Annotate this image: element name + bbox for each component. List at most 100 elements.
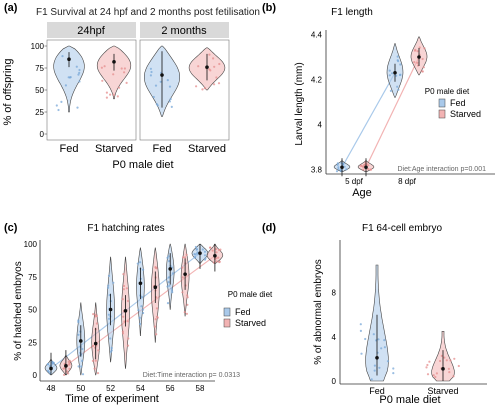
violin-a-3-point xyxy=(197,65,200,68)
chart-title-c: F1 hatching rates xyxy=(87,223,164,234)
violin-b-0-1-point xyxy=(389,89,392,92)
violin-c-0-3-point xyxy=(136,262,139,265)
x-tick-label-a: Fed xyxy=(153,143,172,155)
violin-c-0-2-point xyxy=(107,284,110,287)
violin-c-0-1-point xyxy=(81,373,85,376)
violin-c-1-1-point xyxy=(97,349,100,352)
violin-d-1-point xyxy=(426,373,430,376)
violin-c-0-3-point xyxy=(139,261,142,264)
violin-a-3-point xyxy=(215,76,218,79)
x-tick-label-a: Fed xyxy=(60,143,79,155)
x-axis-label-b: Age xyxy=(352,187,372,199)
violin-a-0-point xyxy=(64,84,67,87)
panel-b: (b) F1 length 3.8 4 4.2 4.4 5 dpf 8 dpf Age L… xyxy=(262,2,495,199)
violin-c-1-5-point xyxy=(219,248,222,251)
violin-c-1-1-point xyxy=(96,372,100,375)
y-axis-label-a: % of offspring xyxy=(2,58,14,125)
panel-c: (c) F1 hatching rates 0 25 50 75 100 48 50 52 54… xyxy=(4,222,273,405)
y-axis-label-c: % of hatched embryos xyxy=(13,261,24,361)
y-tick-label-d: 0 xyxy=(332,377,337,386)
violin-c-0-2-point xyxy=(110,349,113,352)
violin-a-1-point xyxy=(123,67,126,70)
violin-c-0-1-point xyxy=(77,365,80,368)
legend-swatch-b-starved xyxy=(438,109,446,119)
violin-c-1-4-point xyxy=(186,294,189,297)
violin-c-0-3-point xyxy=(142,268,145,271)
x-tick-label-a: Starved xyxy=(188,143,226,155)
x-axis-label-a: P0 male diet xyxy=(112,159,173,171)
violin-a-2-median xyxy=(160,73,164,77)
violin-a-0-point xyxy=(76,106,79,109)
violin-b-1-0-point xyxy=(367,167,370,171)
violin-b-0-0-point xyxy=(341,163,345,166)
violin-b-0-1-point xyxy=(396,85,399,88)
violin-c-0-2-point xyxy=(109,337,112,340)
violin-d-1-point xyxy=(440,354,443,357)
violin-a-1-violin xyxy=(96,45,132,100)
violin-c-0-4-point xyxy=(168,284,171,287)
violin-c-0-3-point xyxy=(141,308,145,311)
violin-b-1-1-point xyxy=(414,48,417,51)
violin-c-1-3-point xyxy=(154,266,157,269)
chart-title-d: F1 64-cell embryo xyxy=(362,223,442,234)
x-axis-label-c: Time of experiment xyxy=(65,393,159,405)
violin-a-0-violin xyxy=(53,45,85,113)
violin-c-1-2-point xyxy=(122,284,126,288)
facet-strip-2months xyxy=(140,22,229,38)
violin-d-1-median xyxy=(441,367,445,371)
violin-c-1-5-point xyxy=(209,246,212,249)
violin-c-0-2-point xyxy=(107,286,110,289)
violin-c-1-3-point xyxy=(153,325,156,328)
violin-c-1-5-point xyxy=(218,260,221,263)
violin-b-0-0-point xyxy=(345,168,348,171)
violin-a-2-point xyxy=(168,85,172,88)
panel-label-a: (a) xyxy=(4,2,18,14)
violin-d-0-point xyxy=(380,347,383,350)
violin-a-1-point xyxy=(101,79,104,82)
violin-c-1-5-point xyxy=(215,260,218,263)
violin-c-0-5-point xyxy=(201,248,204,251)
violin-a-2-point xyxy=(166,79,169,82)
violin-c-0-0-median xyxy=(49,366,53,371)
violin-c-0-5-point xyxy=(194,245,197,249)
panel-label-d: (d) xyxy=(262,222,276,234)
violin-c-1-0-point xyxy=(68,362,71,365)
x-tick-label-c: 56 xyxy=(166,384,175,393)
violin-a-3-point xyxy=(208,53,211,56)
violin-c-1-3-median xyxy=(153,285,158,290)
violin-c-1-3-point xyxy=(155,333,158,336)
y-tick-label-a: 50 xyxy=(35,86,44,95)
violin-d-1-point xyxy=(435,372,438,375)
violin-d-0-point xyxy=(370,378,373,381)
violin-b-1-0-point xyxy=(362,168,365,171)
violin-c-0-2-point xyxy=(112,281,115,284)
violin-c-1-3-point xyxy=(156,316,159,319)
violin-a-3-point xyxy=(203,87,206,90)
violin-c-1-2-point xyxy=(121,298,124,301)
violin-c-1-4-point xyxy=(183,311,186,314)
violin-b-1-0-point xyxy=(367,164,370,167)
chart-title-a: F1 Survival at 24 hpf and 2 months post … xyxy=(36,7,260,18)
x-tick-label-c: 54 xyxy=(136,384,145,393)
violin-c-1-1-point xyxy=(91,344,95,347)
violin-c-0-1-point xyxy=(77,333,80,336)
violin-b-1-1-point xyxy=(422,66,425,69)
violin-b-0-1-median xyxy=(393,70,397,75)
x-tick-label-b: 5 dpf xyxy=(345,177,364,186)
violin-a-0-point xyxy=(77,73,80,76)
violin-a-1-point xyxy=(109,93,112,96)
violin-d-0-point xyxy=(373,364,376,367)
x-tick-label-b: 8 dpf xyxy=(398,177,417,186)
violin-a-2-point xyxy=(156,104,159,107)
violin-a-3-point xyxy=(213,83,216,86)
violin-a-2-point xyxy=(149,67,152,70)
legend-swatch-c-starved xyxy=(223,318,231,328)
violin-c-0-1-median xyxy=(79,339,83,343)
violin-a-2-point xyxy=(170,105,173,108)
violin-a-2-point xyxy=(154,84,158,87)
trend-line-b-fed xyxy=(341,72,396,168)
violin-c-0-4-point xyxy=(167,276,170,279)
violin-c-0-3-median xyxy=(138,281,143,286)
violin-a-2-point xyxy=(168,100,171,103)
violin-c-0-3-point xyxy=(140,295,143,299)
